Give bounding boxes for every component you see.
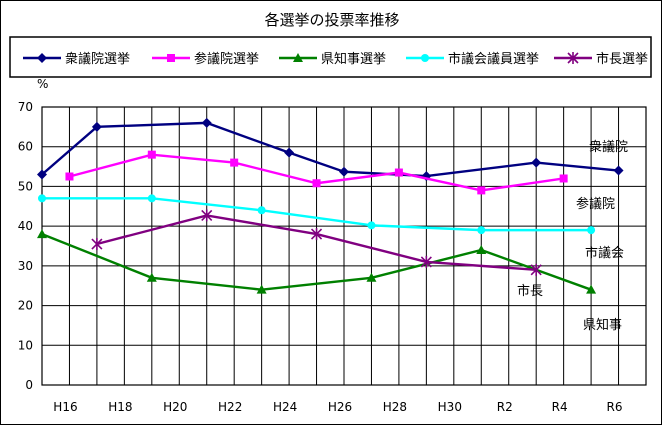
x-tick-label: H26 — [328, 400, 352, 414]
data-point — [201, 209, 213, 222]
x-tick-label: H22 — [218, 400, 242, 414]
data-point — [312, 179, 321, 188]
y-tick-label: 30 — [18, 259, 33, 273]
legend-item-5: 市長選挙 — [554, 51, 648, 67]
series-annotation: 参議院 — [576, 196, 615, 212]
data-point — [284, 147, 295, 158]
series-3 — [37, 229, 597, 294]
data-point — [477, 226, 486, 235]
legend-item-2: 参議院選挙 — [152, 51, 259, 67]
series-5 — [91, 209, 542, 276]
legend-label: 衆議院選挙 — [65, 51, 130, 67]
legend-item-4: 市議会議員選挙 — [406, 51, 539, 67]
data-point — [257, 206, 266, 215]
series-line — [41, 232, 592, 291]
legend-label: 県知事選挙 — [321, 51, 386, 67]
y-axis-unit-label: % — [37, 77, 48, 91]
data-point — [147, 194, 156, 203]
data-point — [65, 172, 74, 181]
data-point — [37, 229, 47, 239]
data-point — [38, 194, 46, 203]
x-tick-label: H24 — [273, 400, 297, 414]
y-tick-label: 40 — [18, 219, 33, 233]
x-axis: H16 H18 H20 H22 H24 H26 H28 H30 R2 R4 R6 — [53, 400, 622, 414]
data-point — [477, 186, 486, 195]
x-tick-label: R6 — [607, 400, 623, 414]
data-point — [339, 166, 349, 177]
data-point — [421, 54, 429, 62]
data-point — [613, 165, 624, 176]
y-tick-label: 20 — [18, 299, 33, 313]
legend-item-1: 衆議院選挙 — [23, 51, 130, 67]
data-point — [146, 272, 157, 282]
data-point — [91, 121, 102, 132]
data-point — [293, 53, 303, 62]
legend: 衆議院選挙 参議院選挙 県知事選挙 市議会議員選挙 市長選挙 — [9, 36, 652, 78]
x-tick-label: H16 — [53, 400, 77, 414]
x-tick-label: H20 — [163, 400, 187, 414]
data-point — [37, 53, 47, 63]
data-point — [147, 150, 156, 159]
data-point — [310, 228, 323, 241]
series-2 — [65, 150, 568, 195]
data-point — [531, 157, 542, 168]
data-point — [367, 221, 376, 230]
data-point — [587, 226, 596, 235]
legend-label: 市議会議員選挙 — [448, 51, 539, 67]
y-tick-label: 0 — [25, 378, 33, 392]
data-point — [586, 284, 597, 294]
series-group — [37, 117, 624, 294]
legend-box — [9, 36, 652, 78]
data-point — [420, 255, 432, 268]
plot-area — [41, 106, 647, 386]
series-line — [41, 121, 619, 178]
series-annotation: 衆議院 — [589, 139, 628, 155]
legend-label: 市長選挙 — [596, 51, 648, 67]
legend-item-3: 県知事選挙 — [279, 51, 386, 67]
x-tick-label: H30 — [438, 400, 462, 414]
y-tick-label: 50 — [18, 179, 33, 193]
data-point — [167, 54, 175, 62]
data-point — [567, 52, 579, 64]
y-tick-label: 70 — [18, 100, 33, 114]
plot-border — [41, 106, 647, 386]
data-point — [559, 174, 568, 183]
y-tick-label: 10 — [18, 338, 33, 352]
data-point — [256, 284, 267, 294]
series-4 — [38, 194, 596, 235]
data-point — [91, 238, 103, 251]
legend-label: 参議院選挙 — [194, 51, 259, 67]
chart-title: 各選挙の投票率推移 — [264, 11, 399, 29]
series-1 — [37, 117, 624, 182]
grid — [42, 106, 646, 386]
x-tick-label: H18 — [108, 400, 132, 414]
series-annotation: 市議会 — [585, 245, 624, 261]
x-tick-label: H28 — [383, 400, 407, 414]
series-annotation: 県知事 — [583, 317, 622, 333]
x-tick-label: R2 — [497, 400, 513, 414]
data-point — [366, 272, 377, 282]
data-point — [476, 244, 487, 254]
y-tick-label: 60 — [18, 140, 33, 154]
data-point — [394, 168, 403, 177]
data-point — [37, 169, 47, 180]
series-line — [42, 197, 592, 232]
x-tick-label: R4 — [552, 400, 568, 414]
series-annotation: 市長 — [517, 283, 543, 299]
y-axis: 0 10 20 30 40 50 60 70 — [18, 100, 33, 392]
data-point — [530, 263, 542, 276]
data-point — [230, 158, 239, 167]
data-point — [201, 117, 212, 128]
